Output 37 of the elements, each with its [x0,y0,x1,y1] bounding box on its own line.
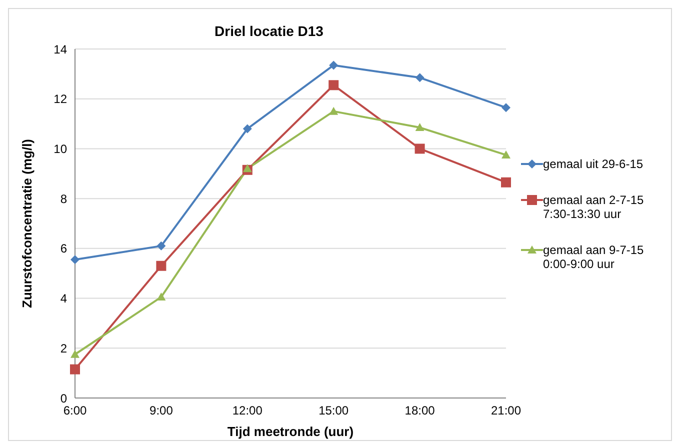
y-tick-label: 8 [60,192,68,206]
x-tick-label: 15:00 [318,404,349,418]
point [156,241,166,250]
x-tick-label: 6:00 [63,404,87,418]
x-tick-label: 21:00 [490,404,522,418]
point [70,255,80,264]
y-tick-label: 4 [60,292,68,306]
y-axis-title: Zuurstofconcentratie (mg/l) [20,138,35,308]
y-tick-label: 14 [54,42,68,56]
point [502,103,510,112]
point [156,260,166,271]
point [501,177,511,188]
y-tick-label: 10 [54,142,68,156]
point [328,80,339,90]
point [70,364,80,374]
chart-title: Driel locatie D13 [214,23,324,39]
point [242,164,252,172]
x-tick-label: 9:00 [150,404,174,418]
point [415,73,424,82]
x-axis-title: Tijd meetronde (uur) [227,424,354,439]
point [329,106,338,115]
point [242,124,252,134]
point [414,144,425,154]
legend-label: gemaal uit 29-6-15 [543,156,644,170]
y-tick-label: 6 [60,242,68,256]
point [415,123,424,132]
y-tick-label: 12 [54,92,68,106]
y-tick-label: 0 [60,391,68,406]
x-tick-label: 12:00 [232,404,263,418]
point [70,350,80,358]
point [329,60,338,70]
legend-label: gemaal aan 9-7-15 0:00-9:00 uur [543,242,645,270]
legend-label: gemaal aan 2-7-15 7:30-13:30 uur [543,192,645,220]
x-tick-label: 18:00 [404,404,436,418]
point [502,150,510,158]
y-tick-label: 2 [60,341,68,356]
point [156,292,166,301]
